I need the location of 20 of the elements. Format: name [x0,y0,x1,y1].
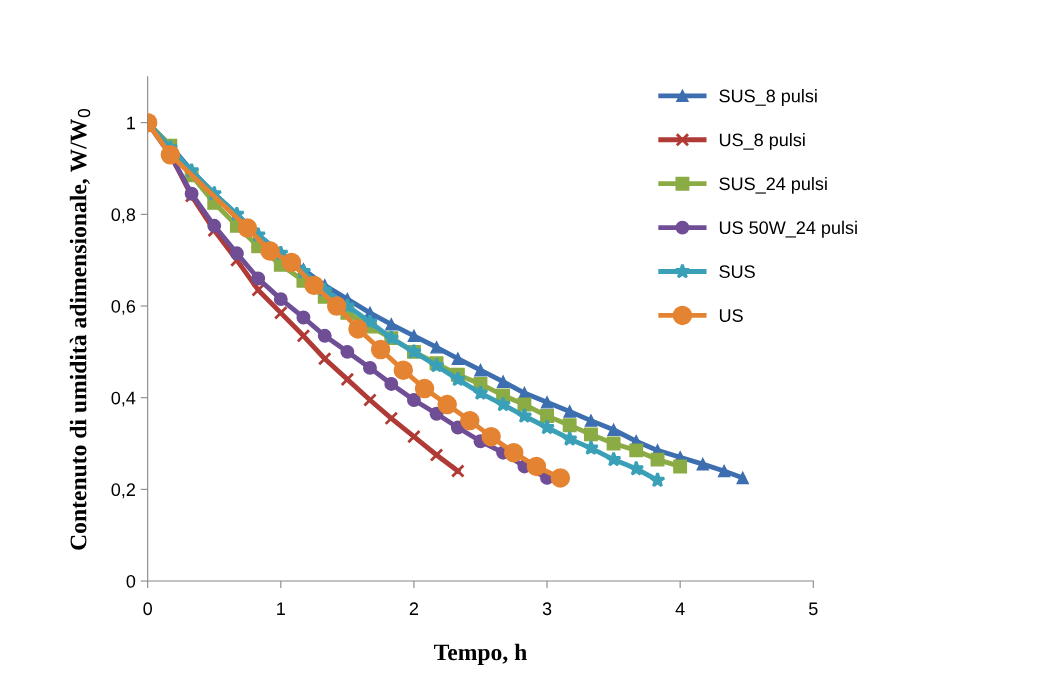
legend-label: SUS [719,265,755,279]
legend-label: US [719,309,743,322]
legend-label: SUS_24 pulsi [719,176,827,194]
y-tick-label: 1 [127,116,135,130]
x-tick-label: 1 [277,602,285,615]
y-axis-title: Contenuto di umidità adimensionale, W/W$_{0}$ [69,108,91,550]
y-tick-label: 0,4 [111,391,136,407]
legend-label: US_8 pulsi [719,133,805,150]
y-tick-label: 0,2 [111,483,135,499]
y-tick-label: 0 [126,574,136,588]
x-axis-title: Tempo, h [434,643,527,666]
x-tick-label: 0 [143,602,152,616]
y-tick-label: 0,6 [111,299,136,315]
legend-label: US 50W_24 pulsi [719,220,857,238]
x-tick-label: 5 [808,602,818,616]
x-tick-label: 3 [542,602,552,616]
legend-label: SUS_8 pulsi [719,89,817,106]
x-tick-label: 2 [409,602,419,615]
y-tick-label: 0,8 [111,208,136,224]
x-tick-label: 4 [675,602,685,615]
